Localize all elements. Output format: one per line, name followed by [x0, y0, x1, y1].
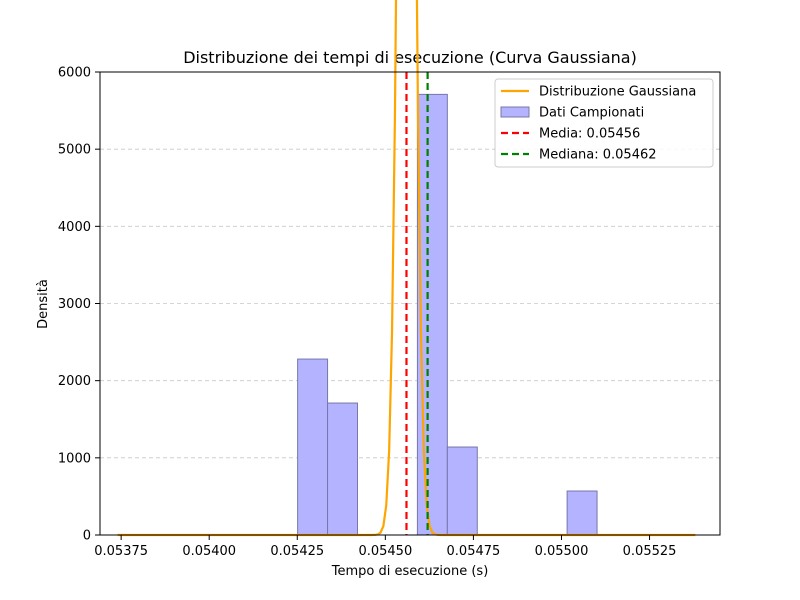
- histogram-bar: [416, 93, 448, 536]
- x-tick-label: 0.05450: [358, 544, 412, 559]
- x-axis-label: Tempo di esecuzione (s): [331, 564, 489, 579]
- y-tick-label: 4000: [58, 220, 91, 235]
- plot-area: 0.05375 0.05400 0.05425 0.05450 0.05475 0.055…: [58, 0, 721, 559]
- x-tick-label: 0.05375: [94, 544, 148, 559]
- x-tick-label: 0.05500: [535, 544, 589, 559]
- y-tick-label: 0: [83, 529, 91, 544]
- histogram-bar: [297, 358, 329, 536]
- legend: Distribuzione Gaussiana Dati Campionati Me…: [494, 78, 714, 168]
- y-tick-label: 2000: [58, 374, 91, 389]
- x-tick-label: 0.05400: [182, 544, 236, 559]
- y-tick-label: 3000: [58, 297, 91, 312]
- legend-entry-mean-label: Media: 0.05456: [539, 127, 640, 142]
- legend-entry-histogram-label: Dati Campionati: [539, 106, 644, 121]
- histogram-bar: [566, 490, 598, 536]
- x-tick-label: 0.05525: [623, 544, 677, 559]
- histogram-bar: [327, 402, 359, 536]
- legend-entry-gaussian-label: Distribuzione Gaussiana: [539, 85, 696, 100]
- x-tick-label: 0.05475: [447, 544, 501, 559]
- x-tick-label: 0.05425: [270, 544, 324, 559]
- histogram-bar: [446, 446, 478, 536]
- chart-title: Distribuzione dei tempi di esecuzione (C…: [183, 48, 637, 67]
- y-tick-label: 1000: [58, 451, 91, 466]
- y-tick-label: 5000: [58, 143, 91, 158]
- legend-entry-histogram-swatch: [500, 106, 530, 118]
- legend-box: [494, 78, 714, 168]
- y-axis-label: Densità: [36, 279, 51, 329]
- legend-entry-median-label: Mediana: 0.05462: [539, 148, 657, 163]
- y-tick-label: 6000: [58, 66, 91, 81]
